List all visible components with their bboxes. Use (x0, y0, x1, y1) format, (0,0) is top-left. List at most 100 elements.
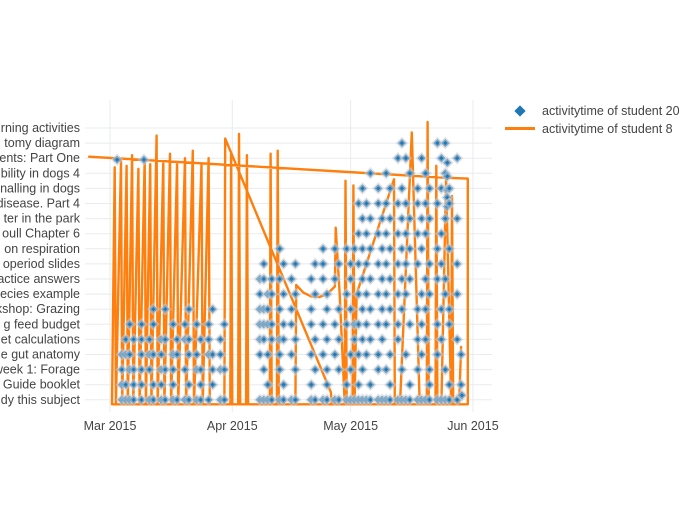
scatter-point[interactable] (277, 317, 290, 331)
scatter-point[interactable] (202, 333, 215, 346)
scatter-point[interactable] (182, 302, 196, 316)
scatter-point[interactable] (395, 242, 409, 256)
scatter-point[interactable] (340, 378, 354, 392)
scatter-point[interactable] (218, 393, 231, 407)
scatter-point[interactable] (419, 272, 432, 286)
scatter-point[interactable] (419, 166, 432, 180)
scatter-point[interactable] (356, 182, 369, 195)
scatter-point[interactable] (379, 317, 393, 331)
scatter-point[interactable] (158, 393, 172, 407)
scatter-point[interactable] (360, 348, 373, 361)
scatter-point[interactable] (371, 348, 385, 361)
scatter-point[interactable] (344, 348, 357, 361)
scatter-point[interactable] (375, 212, 389, 225)
scatter-point[interactable] (440, 169, 454, 183)
scatter-point[interactable] (423, 212, 436, 225)
scatter-point[interactable] (442, 317, 456, 331)
scatter-point[interactable] (371, 182, 385, 195)
scatter-point[interactable] (332, 393, 346, 407)
scatter-point[interactable] (419, 197, 432, 210)
scatter-point[interactable] (364, 302, 377, 316)
scatter-point[interactable] (439, 272, 452, 286)
scatter-point[interactable] (115, 363, 129, 376)
scatter-point[interactable] (158, 333, 172, 346)
scatter-point[interactable] (403, 242, 417, 256)
scatter-point[interactable] (415, 348, 428, 361)
scatter-point[interactable] (442, 242, 456, 256)
scatter-point[interactable] (110, 153, 124, 167)
scatter-point[interactable] (265, 333, 279, 346)
scatter-point[interactable] (332, 257, 346, 271)
scatter-point[interactable] (316, 348, 330, 361)
scatter-point[interactable] (383, 212, 397, 225)
scatter-point[interactable] (379, 257, 393, 271)
scatter-point[interactable] (411, 182, 425, 195)
scatter-point[interactable] (395, 212, 409, 225)
scatter-point[interactable] (415, 212, 428, 225)
scatter-point[interactable] (442, 302, 456, 316)
scatter-point[interactable] (431, 348, 444, 361)
scatter-point[interactable] (194, 393, 208, 407)
scatter-point[interactable] (273, 302, 286, 316)
scatter-point[interactable] (364, 242, 377, 256)
scatter-point[interactable] (395, 302, 409, 316)
scatter-point[interactable] (328, 317, 342, 331)
scatter-point[interactable] (454, 348, 468, 361)
scatter-point[interactable] (328, 242, 342, 256)
scatter-point[interactable] (304, 348, 318, 361)
scatter-point[interactable] (442, 197, 456, 210)
scatter-point[interactable] (411, 302, 425, 316)
scatter-point[interactable] (344, 302, 357, 316)
scatter-point[interactable] (182, 378, 196, 392)
scatter-point[interactable] (316, 257, 330, 271)
scatter-point[interactable] (403, 212, 417, 225)
scatter-point[interactable] (137, 153, 151, 167)
scatter-point[interactable] (371, 227, 385, 241)
scatter-point[interactable] (308, 363, 322, 376)
scatter-point[interactable] (423, 287, 436, 301)
scatter-point[interactable] (435, 302, 448, 316)
scatter-point[interactable] (135, 363, 148, 376)
scatter-point[interactable] (166, 363, 180, 376)
scatter-point[interactable] (308, 257, 322, 271)
scatter-point[interactable] (348, 242, 361, 256)
scatter-point[interactable] (423, 393, 436, 407)
scatter-point[interactable] (352, 378, 365, 392)
scatter-point[interactable] (202, 317, 215, 331)
scatter-point[interactable] (454, 378, 468, 392)
scatter-point[interactable] (440, 156, 454, 170)
scatter-point[interactable] (352, 348, 365, 361)
scatter-point[interactable] (360, 197, 373, 210)
scatter-point[interactable] (273, 348, 286, 361)
scatter-point[interactable] (265, 272, 279, 286)
scatter-point[interactable] (439, 212, 452, 225)
scatter-point[interactable] (285, 317, 298, 331)
scatter-point[interactable] (304, 272, 318, 286)
scatter-point[interactable] (304, 317, 318, 331)
scatter-point[interactable] (316, 272, 330, 286)
scatter-point[interactable] (320, 378, 334, 392)
scatter-point[interactable] (332, 363, 346, 376)
scatter-point[interactable] (170, 393, 184, 407)
scatter-point[interactable] (289, 333, 302, 346)
scatter-point[interactable] (435, 333, 448, 346)
scatter-point[interactable] (450, 287, 464, 301)
scatter-point[interactable] (182, 393, 196, 407)
scatter-point[interactable] (214, 348, 227, 361)
scatter-point[interactable] (352, 227, 365, 241)
scatter-point[interactable] (442, 393, 456, 407)
scatter-point[interactable] (391, 287, 405, 301)
scatter-point[interactable] (135, 333, 148, 346)
scatter-point[interactable] (383, 378, 397, 392)
scatter-point[interactable] (265, 393, 279, 407)
scatter-point[interactable] (344, 272, 357, 286)
scatter-point[interactable] (308, 393, 322, 407)
scatter-point[interactable] (423, 378, 436, 392)
scatter-point[interactable] (218, 317, 231, 331)
scatter-point[interactable] (379, 166, 393, 180)
scatter-point[interactable] (320, 287, 334, 301)
scatter-point[interactable] (332, 333, 346, 346)
scatter-point[interactable] (328, 272, 342, 286)
scatter-point[interactable] (194, 333, 208, 346)
scatter-point[interactable] (364, 378, 377, 392)
